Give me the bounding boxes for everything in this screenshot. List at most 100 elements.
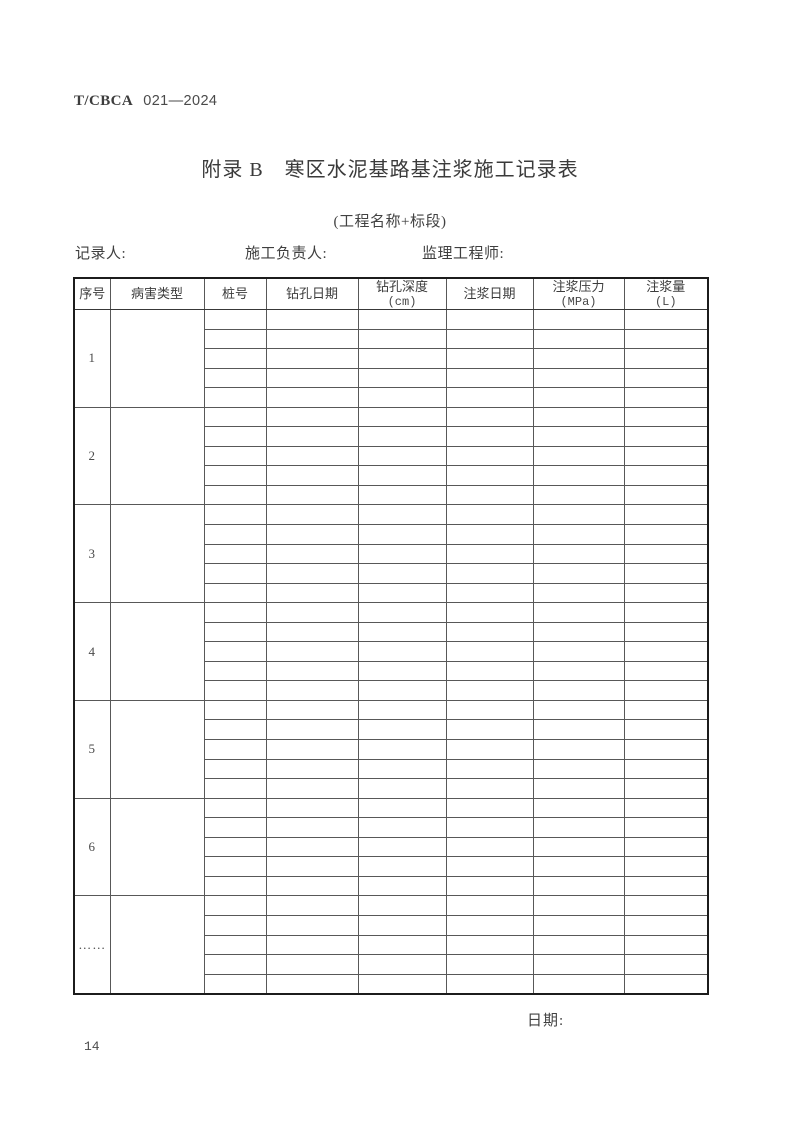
entry-cell — [357, 797, 447, 819]
entry-cell — [203, 914, 267, 936]
column-header-label: 钻孔日期 — [285, 286, 338, 302]
entry-cell — [445, 836, 534, 858]
entry-cell — [623, 504, 709, 526]
entry-cell — [623, 426, 709, 447]
entry-cell — [265, 543, 359, 565]
entry-cell — [203, 328, 267, 350]
entry-cell — [532, 582, 625, 604]
entry-cell — [532, 875, 625, 897]
entry-cell — [357, 309, 447, 330]
entry-cell — [532, 445, 625, 467]
entry-cell — [357, 973, 447, 995]
entry-cell — [445, 660, 534, 682]
group-index-cell-3: 4 — [73, 602, 111, 701]
entry-cell — [357, 582, 447, 604]
column-header-7: 注浆量 (L) — [623, 277, 709, 310]
entry-cell — [203, 621, 267, 643]
entry-cell — [532, 543, 625, 565]
entry-cell — [623, 582, 709, 604]
entry-cell — [623, 836, 709, 858]
table-row — [74, 954, 709, 975]
entry-cell — [445, 348, 534, 369]
entry-cell — [357, 641, 447, 662]
entry-cell — [445, 445, 534, 467]
entry-cell — [445, 699, 534, 721]
entry-cell — [623, 914, 709, 936]
entry-cell — [445, 426, 534, 447]
entry-cell — [203, 465, 267, 486]
entry-cell — [265, 856, 359, 877]
entry-cell — [623, 660, 709, 682]
column-header-5: 注浆日期 — [445, 277, 534, 310]
entry-cell — [265, 778, 359, 799]
disease-type-cell-6 — [109, 895, 205, 995]
standard-code-number: 021—2024 — [143, 93, 218, 109]
entry-cell — [532, 602, 625, 623]
column-header-6: 注浆压力 (MPa) — [532, 277, 625, 310]
entry-cell — [445, 817, 534, 838]
table-row: 4 — [73, 602, 709, 701]
entry-cell — [532, 719, 625, 741]
entry-cell — [357, 543, 447, 565]
table-row — [74, 445, 709, 467]
column-header-unit: (L) — [654, 294, 677, 309]
entry-cell — [265, 954, 359, 975]
group-index-cell-4: 5 — [73, 699, 111, 799]
entry-cell — [532, 309, 625, 330]
group-index-cell-5: 6 — [73, 797, 111, 897]
table-row — [74, 934, 709, 956]
entry-cell — [445, 563, 534, 584]
table-body: 1 2 3 4 5 6…… — [73, 309, 709, 995]
entry-cell — [532, 836, 625, 858]
entry-cell — [357, 465, 447, 486]
entry-cell — [623, 817, 709, 838]
entry-cell — [265, 641, 359, 662]
entry-cell — [265, 387, 359, 408]
entry-cell — [203, 680, 267, 701]
table-row — [74, 484, 709, 506]
entry-cell — [203, 895, 267, 916]
entry-cell — [445, 797, 534, 819]
entry-cell — [265, 739, 359, 760]
standard-code-prefix: T/CBCA — [74, 93, 134, 109]
entry-cell — [445, 328, 534, 350]
disease-type-cell-5 — [109, 797, 205, 897]
entry-cell — [265, 914, 359, 936]
column-header-label: 桩号 — [221, 286, 248, 302]
entry-cell — [532, 778, 625, 799]
entry-cell — [623, 778, 709, 799]
disease-type-cell-1 — [109, 406, 205, 506]
column-header-label: 序号 — [79, 286, 106, 302]
entry-cell — [265, 875, 359, 897]
entry-cell — [623, 465, 709, 486]
entry-cell — [532, 954, 625, 975]
column-header-unit: (MPa) — [560, 294, 597, 309]
table-row — [74, 426, 709, 447]
entry-cell — [357, 778, 447, 799]
entry-cell — [623, 934, 709, 956]
entry-cell — [357, 719, 447, 741]
entry-cell — [265, 504, 359, 526]
entry-cell — [623, 758, 709, 780]
entry-cell — [203, 973, 267, 995]
entry-cell — [357, 602, 447, 623]
entry-cell — [623, 875, 709, 897]
entry-cell — [623, 484, 709, 506]
entry-cell — [203, 699, 267, 721]
entry-cell — [445, 973, 534, 995]
entry-cell — [532, 621, 625, 643]
entry-cell — [265, 817, 359, 838]
entry-cell — [265, 602, 359, 623]
table-row: 5 — [73, 699, 709, 799]
entry-cell — [532, 973, 625, 995]
entry-cell — [265, 836, 359, 858]
entry-cell — [357, 504, 447, 526]
appendix-title: 附录 B 寒区水泥基路基注浆施工记录表 — [201, 159, 579, 181]
entry-cell — [265, 484, 359, 506]
entry-cell — [357, 660, 447, 682]
entry-cell — [265, 934, 359, 956]
entry-cell — [532, 817, 625, 838]
table-row — [74, 387, 709, 408]
table-row — [74, 660, 709, 682]
entry-cell — [203, 954, 267, 975]
